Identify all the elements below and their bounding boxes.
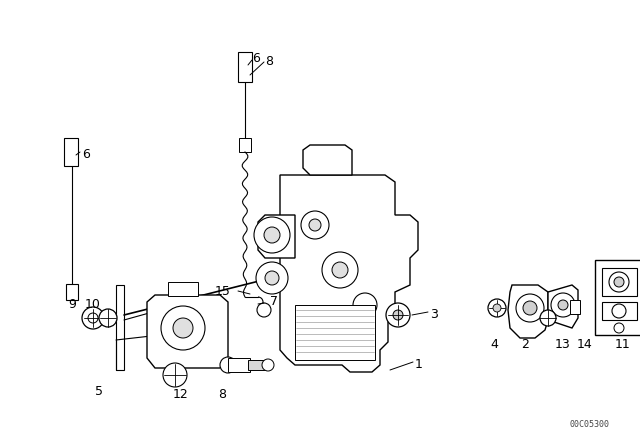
Circle shape [612,304,626,318]
Text: 2: 2 [521,338,529,351]
Circle shape [161,306,205,350]
Circle shape [353,293,377,317]
Bar [66,284,78,300]
Bar [570,300,580,314]
Text: 6: 6 [252,52,260,65]
Circle shape [88,313,98,323]
Circle shape [614,323,624,333]
Polygon shape [258,215,295,258]
Text: 4: 4 [490,338,498,351]
Circle shape [558,300,568,310]
Bar [602,268,637,296]
Circle shape [393,310,403,320]
Circle shape [493,304,501,312]
Polygon shape [548,285,578,328]
Text: 8: 8 [218,388,226,401]
Circle shape [540,310,556,326]
Text: 12: 12 [173,388,189,401]
Circle shape [523,301,537,315]
Text: 15: 15 [215,285,231,298]
Circle shape [262,359,274,371]
Circle shape [99,309,117,327]
Circle shape [551,293,575,317]
Text: 9: 9 [68,298,76,311]
Text: 10: 10 [85,298,101,311]
Bar [595,260,640,335]
Text: 7: 7 [270,295,278,308]
Bar [238,52,252,82]
Circle shape [614,277,624,287]
Circle shape [386,303,410,327]
Bar [248,360,266,370]
Circle shape [516,294,544,322]
Circle shape [265,271,279,285]
Bar [168,282,198,296]
Text: 1: 1 [415,358,423,371]
Bar [64,138,78,166]
Text: 8: 8 [265,55,273,68]
Circle shape [173,318,193,338]
Circle shape [254,217,290,253]
Polygon shape [303,145,352,175]
Circle shape [220,357,236,373]
Circle shape [332,262,348,278]
Circle shape [82,307,104,329]
Text: 11: 11 [615,338,631,351]
Text: 13: 13 [555,338,571,351]
Circle shape [309,219,321,231]
Bar [239,138,251,152]
Circle shape [163,363,187,387]
Bar [228,358,250,372]
Bar [602,302,637,320]
Polygon shape [508,285,548,338]
Circle shape [301,211,329,239]
Text: 3: 3 [430,308,438,321]
Circle shape [256,262,288,294]
Circle shape [264,227,280,243]
Circle shape [488,299,506,317]
Text: 14: 14 [577,338,593,351]
Bar [295,305,375,360]
Text: 5: 5 [95,385,103,398]
Text: 6: 6 [82,148,90,161]
Circle shape [609,272,629,292]
Circle shape [257,303,271,317]
Polygon shape [147,295,228,368]
Polygon shape [280,175,418,372]
Bar [116,285,124,370]
Text: 00C05300: 00C05300 [570,420,610,429]
Bar [290,265,308,275]
Circle shape [322,252,358,288]
